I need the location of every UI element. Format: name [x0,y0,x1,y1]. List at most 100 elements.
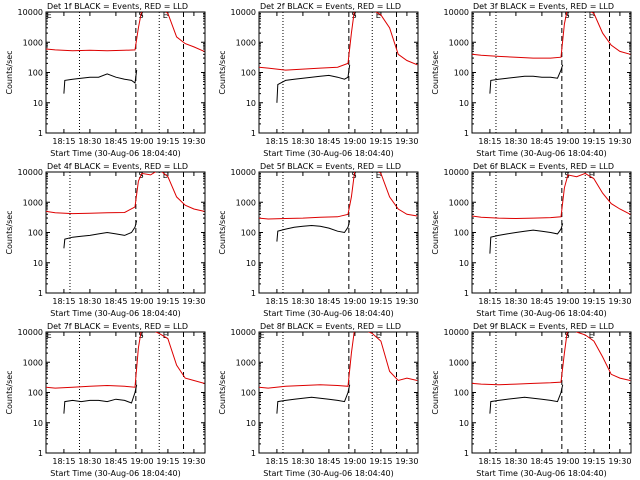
x-tick-label: 19:00 [556,297,579,306]
marker-letter: E [163,11,168,20]
chart-title: Det 8f BLACK = Events, RED = LLD [260,322,401,331]
y-tick-label: 10000 [444,328,469,337]
marker-letter: E [47,11,52,20]
panel: Det 2f BLACK = Events, RED = LLD Counts/s… [218,2,419,158]
series-line [46,172,205,215]
x-tick-label: 18:45 [530,297,553,306]
x-tick-label: 18:15 [265,297,288,306]
y-tick-label: 10 [33,99,43,108]
series-line [472,172,631,220]
x-tick-label: 19:30 [608,297,631,306]
marker-letter: E [163,171,168,180]
x-axis-label: Start Time (30-Aug-06 18:04:40) [50,149,181,158]
panel: Det 5f BLACK = Events, RED = LLD Counts/s… [218,162,419,318]
marker-letter: S [138,331,143,340]
marker-letter: E [376,171,381,180]
y-tick-label: 1000 [23,358,43,367]
x-tick-label: 18:45 [317,297,340,306]
series-line [46,332,205,389]
x-tick-label: 18:30 [504,137,527,146]
panel: Det 9f BLACK = Events, RED = LLD Counts/s… [431,322,632,478]
y-tick-label: 10000 [231,168,256,177]
series-line [489,64,564,94]
chart-title: Det 1f BLACK = Events, RED = LLD [47,2,188,11]
x-tick-label: 18:15 [478,137,501,146]
y-axis-label: Counts/sec [431,50,440,94]
x-tick-label: 19:15 [582,137,605,146]
x-tick-label: 19:30 [395,297,418,306]
x-tick-label: 19:15 [156,297,179,306]
y-tick-label: 100 [28,229,43,238]
y-tick-label: 1000 [23,198,43,207]
panel: Det 1f BLACK = Events, RED = LLD Counts/s… [5,2,206,158]
x-tick-label: 19:15 [156,137,179,146]
x-tick-label: 18:45 [530,137,553,146]
x-tick-label: 18:30 [504,297,527,306]
marker-letter: S [564,11,569,20]
x-tick-label: 18:45 [104,457,127,466]
y-axis-label: Counts/sec [5,210,14,254]
chart-title: Det 3f BLACK = Events, RED = LLD [473,2,614,11]
x-axis-label: Start Time (30-Aug-06 18:04:40) [476,149,607,158]
x-axis-label: Start Time (30-Aug-06 18:04:40) [263,469,394,478]
x-tick-label: 18:45 [104,297,127,306]
x-tick-label: 18:15 [478,297,501,306]
marker-letter: E [589,11,594,20]
y-tick-label: 100 [241,69,256,78]
x-tick-label: 19:30 [395,137,418,146]
x-tick-label: 18:30 [78,137,101,146]
plot-frame [45,331,206,454]
x-axis-label: Start Time (30-Aug-06 18:04:40) [476,309,607,318]
y-tick-label: 100 [28,389,43,398]
y-tick-label: 10000 [231,328,256,337]
y-tick-label: 10 [459,99,469,108]
x-tick-label: 18:30 [291,137,314,146]
panel: Det 4f BLACK = Events, RED = LLD Counts/s… [5,162,206,318]
y-tick-label: 10000 [231,8,256,17]
y-tick-label: 100 [28,69,43,78]
panel: Det 6f BLACK = Events, RED = LLD Counts/s… [431,162,632,318]
y-tick-label: 1000 [236,198,256,207]
x-tick-label: 18:15 [265,457,288,466]
series-line [276,220,351,242]
series-line [259,332,418,389]
x-tick-label: 19:00 [343,457,366,466]
x-tick-label: 19:15 [369,457,392,466]
y-tick-label: 100 [454,69,469,78]
y-axis-label: Counts/sec [5,50,14,94]
x-tick-label: 19:00 [130,457,153,466]
chart-title: Det 2f BLACK = Events, RED = LLD [260,2,401,11]
x-tick-label: 19:15 [369,297,392,306]
x-tick-label: 19:15 [582,457,605,466]
y-tick-label: 1000 [236,358,256,367]
x-tick-label: 19:15 [156,457,179,466]
y-tick-label: 100 [454,389,469,398]
x-tick-label: 19:30 [182,297,205,306]
y-tick-label: 10000 [444,168,469,177]
y-tick-label: 1000 [449,198,469,207]
y-tick-label: 10 [246,99,256,108]
y-tick-label: 10 [33,419,43,428]
x-tick-label: 19:30 [608,137,631,146]
marker-letter: E [589,331,594,340]
y-tick-label: 1000 [236,38,256,47]
x-tick-label: 19:00 [556,137,579,146]
x-axis-label: Start Time (30-Aug-06 18:04:40) [263,149,394,158]
x-tick-label: 18:30 [291,297,314,306]
series-line [46,12,205,52]
x-tick-label: 18:15 [478,457,501,466]
y-tick-label: 1 [464,129,469,138]
series-line [63,70,138,94]
marker-letter: E [376,11,381,20]
chart-title: Det 6f BLACK = Events, RED = LLD [473,162,614,171]
marker-letter: E [376,331,381,340]
chart-title: Det 5f BLACK = Events, RED = LLD [260,162,401,171]
chart-title: Det 7f BLACK = Events, RED = LLD [47,322,188,331]
series-line [489,384,564,414]
y-tick-label: 10000 [444,8,469,17]
y-tick-label: 100 [241,389,256,398]
series-line [276,384,351,414]
x-tick-label: 18:45 [317,457,340,466]
plot-frame [45,11,206,134]
